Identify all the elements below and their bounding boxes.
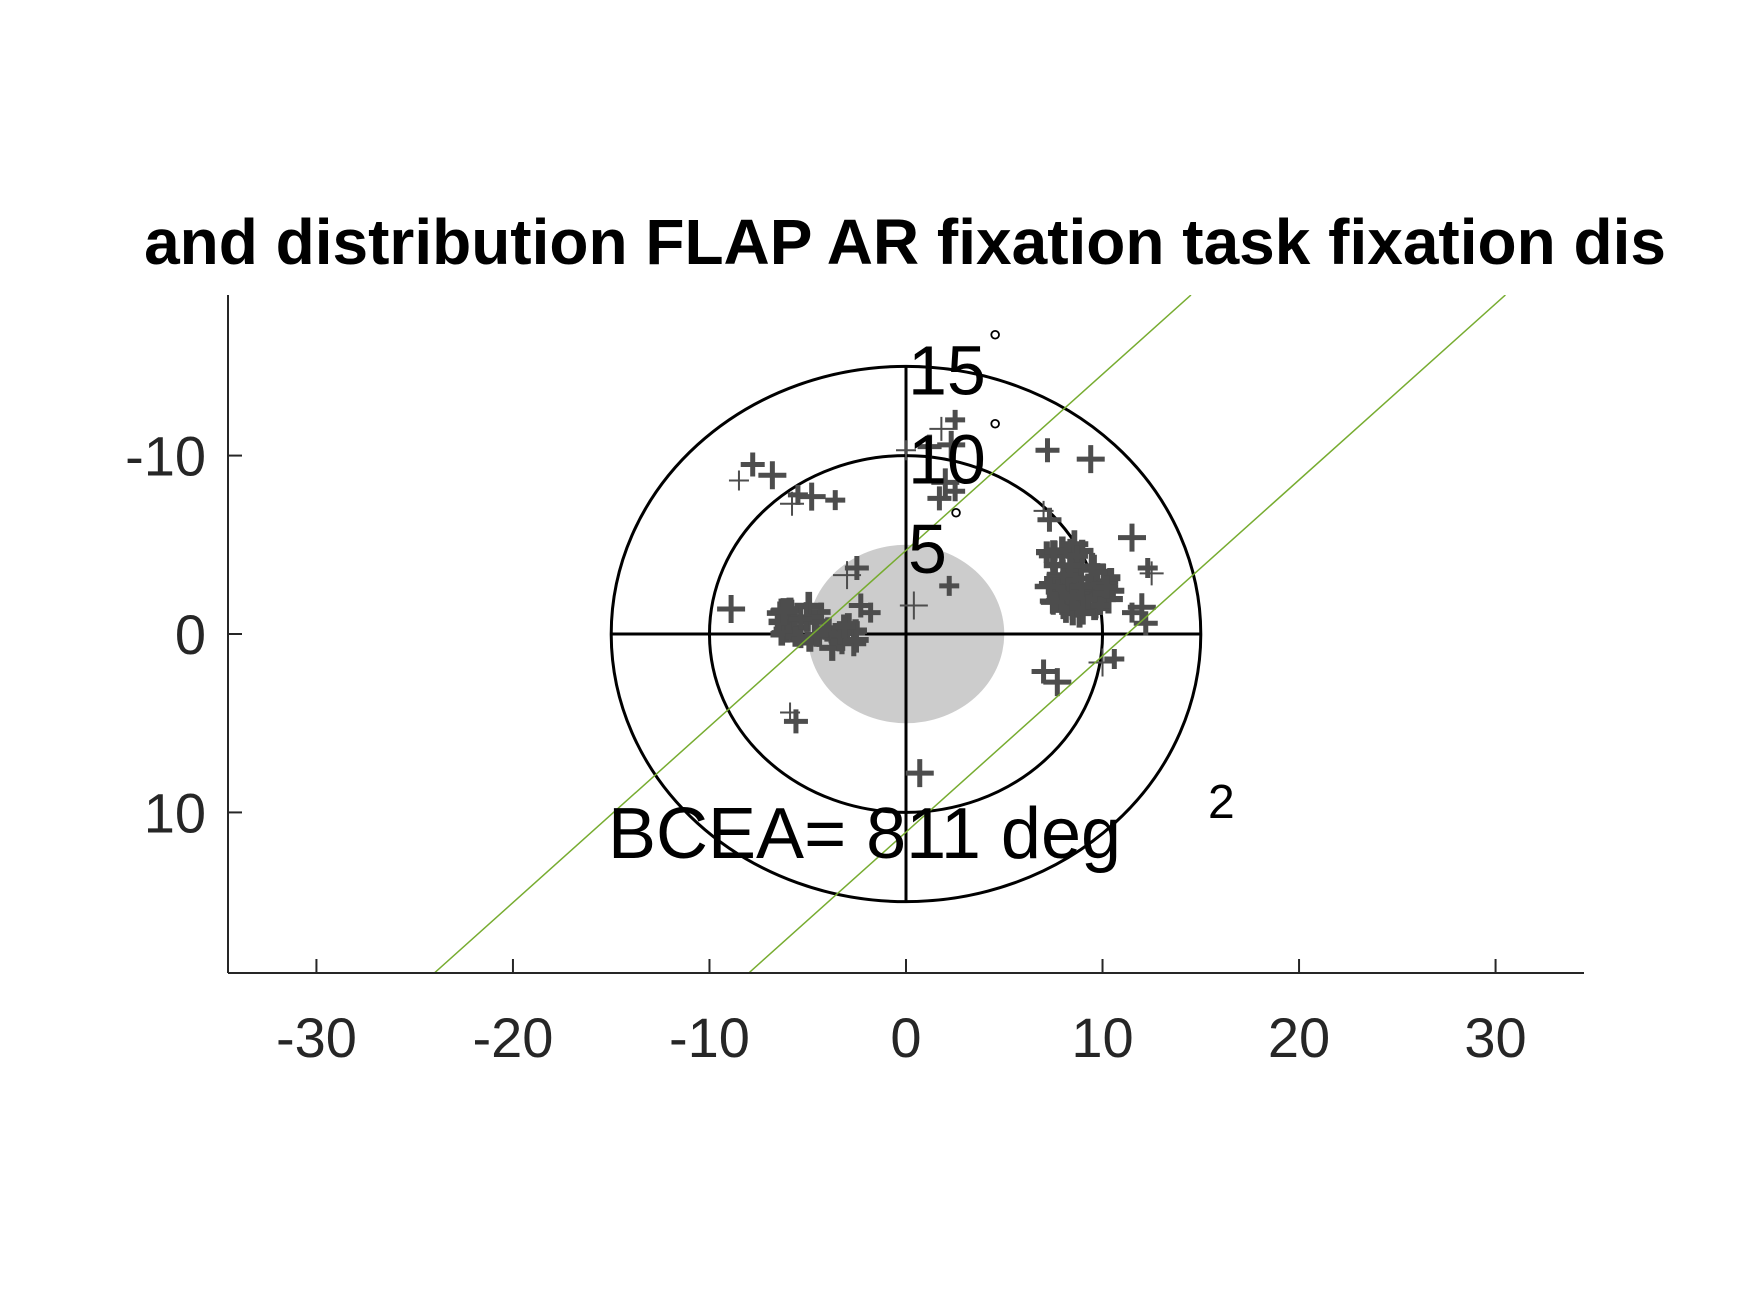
fixation-marker: [1122, 602, 1142, 623]
fixation-cluster-3-marker: [1060, 530, 1089, 559]
fixation-cluster-1-marker: [804, 623, 829, 647]
fixation-marker: [728, 470, 749, 491]
ring-label-5: 5: [908, 510, 947, 588]
fixation-marker: [929, 416, 954, 441]
ring-degree-symbol: °: [988, 324, 1002, 362]
ring-degree-symbol: °: [949, 502, 963, 540]
fixation-marker: [899, 591, 928, 620]
y-tick-label: 0: [175, 603, 206, 666]
x-tick-label: 30: [1464, 1006, 1526, 1069]
fixation-marker: [1043, 668, 1072, 697]
fixation-marker: [783, 709, 808, 734]
annotation-layer: 5 °10 °15 °BCEA= 811 deg 2: [608, 324, 1235, 874]
green-reference-line-1: [433, 295, 1192, 973]
fixation-marker: [905, 759, 934, 788]
fixation-marker: [896, 440, 916, 461]
fixation-marker: [1118, 523, 1146, 552]
fixation-cluster-3-marker: [1044, 540, 1065, 561]
ring-label-10: 10: [908, 421, 986, 499]
ring-label-15: 15: [908, 331, 986, 409]
fixation-cluster-2-marker: [1045, 591, 1065, 611]
axes-layer: -30 -20 -10 0 10 20 30 -10 0 10: [125, 295, 1584, 1069]
x-tick-label: 0: [890, 1006, 921, 1069]
fixation-marker: [945, 481, 966, 502]
fixation-marker: [1137, 557, 1158, 578]
x-tick-label: -10: [669, 1006, 750, 1069]
fixation-marker: [939, 575, 960, 596]
y-tick-label: 10: [144, 781, 206, 844]
ring-degree-symbol: °: [988, 413, 1002, 451]
fixation-marker: [1031, 659, 1056, 684]
fixation-marker: [1104, 648, 1125, 669]
y-tick-label: -10: [125, 425, 206, 488]
fixation-marker: [1035, 438, 1060, 463]
fixation-marker: [780, 491, 805, 516]
fixation-cluster-0-marker: [771, 622, 793, 644]
fixation-cluster-1-marker: [832, 614, 856, 638]
fixation-marker: [1037, 507, 1062, 532]
fixation-cluster-1-marker: [843, 627, 869, 653]
fixation-marker: [797, 482, 826, 511]
fixation-marker: [1133, 611, 1158, 636]
fixation-points-layer: [717, 409, 1164, 788]
x-tick-label: 20: [1268, 1006, 1330, 1069]
x-tick-label: 10: [1071, 1006, 1133, 1069]
fixation-marker: [848, 593, 873, 618]
fixation-marker: [717, 595, 746, 624]
fixation-cluster-0-marker: [771, 598, 797, 624]
x-tick-label: -20: [472, 1006, 553, 1069]
fixation-marker: [945, 409, 966, 430]
bcea-superscript: 2: [1208, 776, 1235, 829]
fixation-cluster-0-marker: [788, 607, 813, 631]
fixation-marker: [1076, 445, 1105, 474]
fixation-marker: [825, 490, 846, 511]
fixation-cluster-3-marker: [1057, 552, 1083, 578]
green-reference-line-2: [748, 295, 1506, 973]
fixation-marker: [937, 430, 966, 459]
bcea-label: BCEA= 811 deg: [608, 794, 1121, 874]
fixation-marker: [740, 452, 765, 477]
green-lines-layer: [433, 295, 1506, 973]
fixation-marker: [1139, 561, 1164, 586]
fixation-marker: [927, 486, 952, 511]
fixation-cluster-2-marker: [1070, 575, 1093, 598]
chart-title: and distribution FLAP AR fixation task f…: [144, 206, 1666, 278]
fixation-cluster-2-marker: [1095, 575, 1119, 599]
x-tick-label: -30: [276, 1006, 357, 1069]
fixation-cluster-2-marker: [1090, 596, 1110, 615]
fixation-marker: [758, 461, 787, 490]
fixation-marker: [833, 561, 862, 590]
